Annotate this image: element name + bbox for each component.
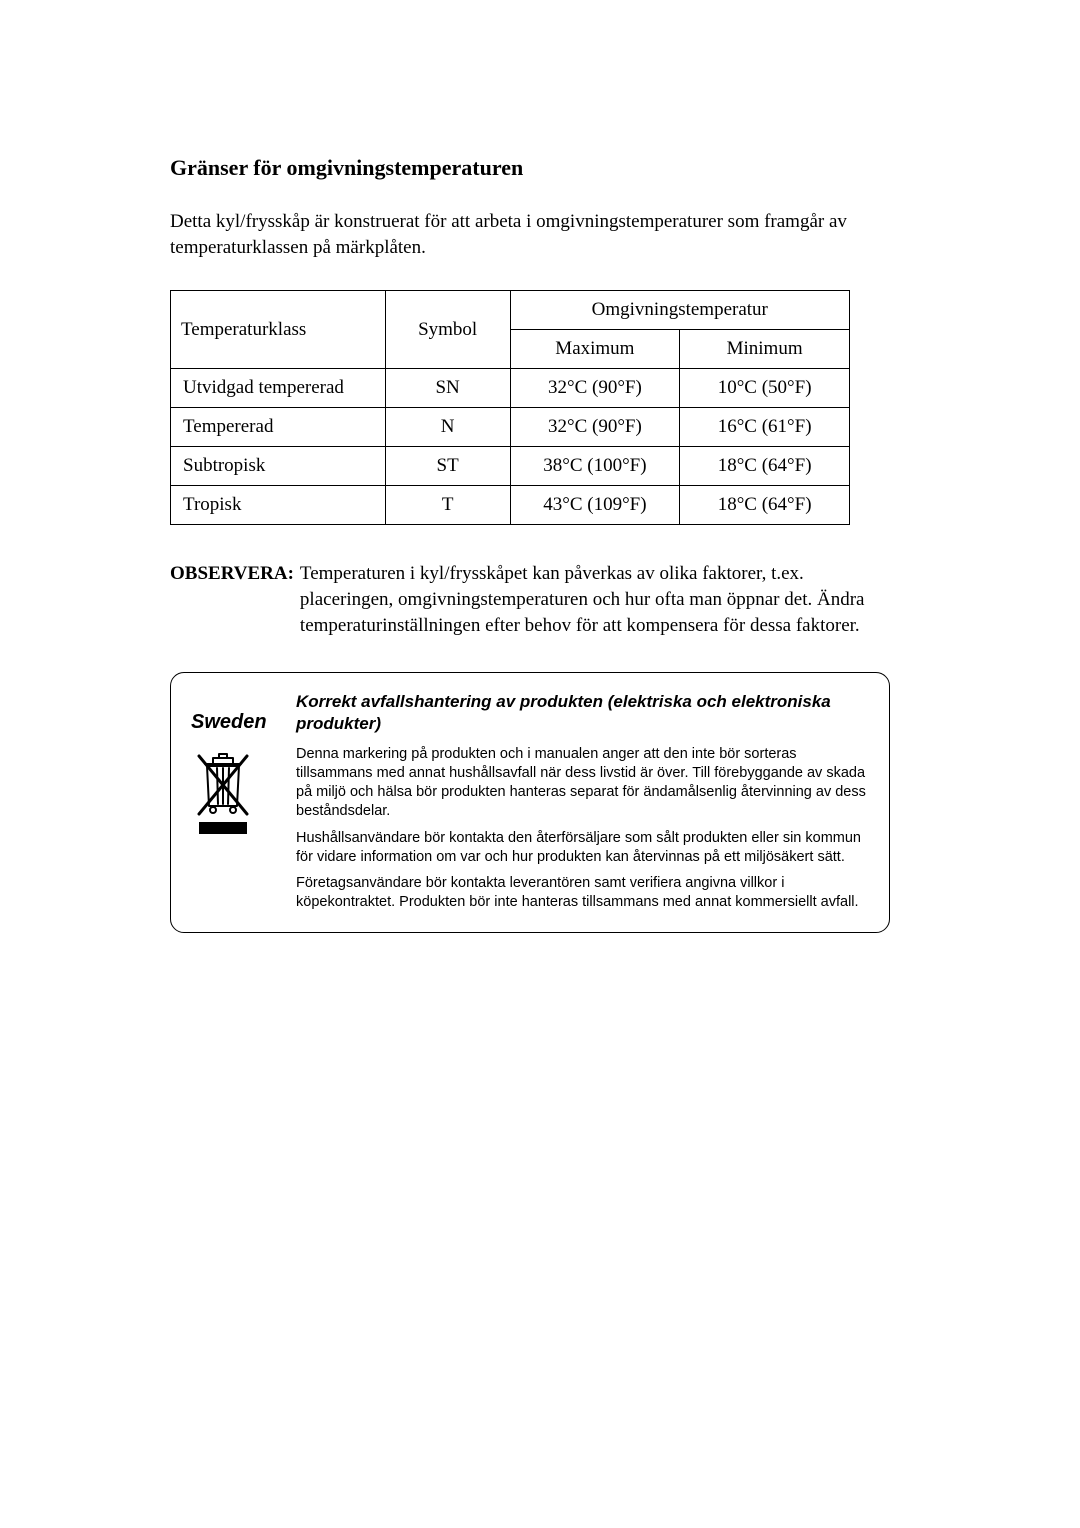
cell-max: 32°C (90°F) <box>510 408 680 447</box>
country-label: Sweden <box>191 711 267 734</box>
table-row: Tempererad N 32°C (90°F) 16°C (61°F) <box>171 408 850 447</box>
cell-max: 32°C (90°F) <box>510 369 680 408</box>
th-symbol: Symbol <box>385 291 510 369</box>
note-text: Temperaturen i kyl/frysskåpet kan påverk… <box>300 561 890 638</box>
cell-max: 38°C (100°F) <box>510 447 680 486</box>
cell-min: 18°C (64°F) <box>680 486 850 525</box>
cell-min: 10°C (50°F) <box>680 369 850 408</box>
table-row: Utvidgad tempererad SN 32°C (90°F) 10°C … <box>171 369 850 408</box>
infobox-paragraph: Företagsanvändare bör kontakta leverantö… <box>296 874 869 912</box>
note-label: OBSERVERA: <box>170 561 294 638</box>
th-class: Temperaturklass <box>171 291 386 369</box>
table-row: Subtropisk ST 38°C (100°F) 18°C (64°F) <box>171 447 850 486</box>
cell-symbol: SN <box>385 369 510 408</box>
th-ambient: Omgivningstemperatur <box>510 291 849 330</box>
cell-symbol: ST <box>385 447 510 486</box>
infobox-paragraph: Hushållsanvändare bör kontakta den återf… <box>296 829 869 867</box>
th-max: Maximum <box>510 330 680 369</box>
intro-paragraph: Detta kyl/frysskåp är konstruerat för at… <box>170 209 890 260</box>
infobox-left-column: Sweden <box>191 691 296 912</box>
cell-class: Utvidgad tempererad <box>171 369 386 408</box>
cell-symbol: N <box>385 408 510 447</box>
infobox-paragraph: Denna markering på produkten och i manua… <box>296 745 869 820</box>
section-heading: Gränser för omgivningstemperaturen <box>170 155 890 181</box>
cell-class: Subtropisk <box>171 447 386 486</box>
table-row: Tropisk T 43°C (109°F) 18°C (64°F) <box>171 486 850 525</box>
cell-min: 18°C (64°F) <box>680 447 850 486</box>
cell-symbol: T <box>385 486 510 525</box>
temperature-table: Temperaturklass Symbol Omgivningstempera… <box>170 290 850 525</box>
cell-min: 16°C (61°F) <box>680 408 850 447</box>
cell-class: Tropisk <box>171 486 386 525</box>
infobox-right-column: Korrekt avfallshantering av produkten (e… <box>296 691 869 912</box>
infobox-title: Korrekt avfallshantering av produkten (e… <box>296 691 869 735</box>
weee-bin-icon <box>191 750 255 840</box>
disposal-infobox: Sweden K <box>170 672 890 933</box>
th-min: Minimum <box>680 330 850 369</box>
note-block: OBSERVERA: Temperaturen i kyl/frysskåpet… <box>170 561 890 638</box>
cell-max: 43°C (109°F) <box>510 486 680 525</box>
cell-class: Tempererad <box>171 408 386 447</box>
